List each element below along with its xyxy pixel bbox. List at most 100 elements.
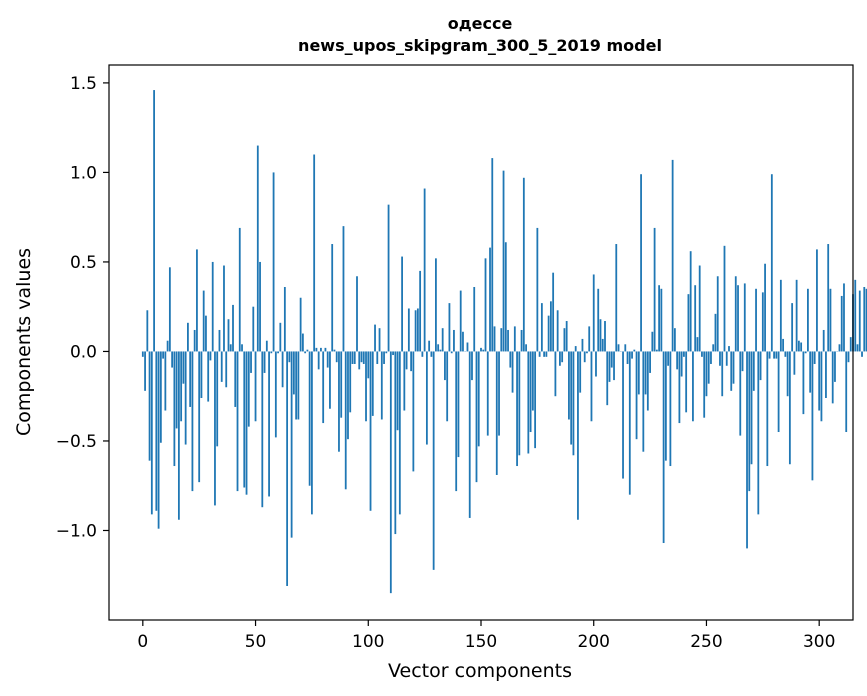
bar: [419, 270, 422, 352]
x-axis-ticks: 0 50 100 150 200 250 300: [137, 620, 835, 652]
bar: [525, 344, 527, 352]
bar: [608, 351, 611, 382]
bar: [277, 351, 279, 354]
bar: [425, 351, 428, 445]
bar: [865, 288, 867, 352]
y-tick-label: 0.5: [70, 253, 97, 273]
bar: [761, 292, 764, 352]
bar: [694, 285, 697, 352]
bar: [313, 154, 316, 352]
bar: [423, 188, 426, 352]
bar: [349, 351, 352, 413]
bar: [466, 342, 469, 352]
bar: [173, 351, 176, 467]
bar: [320, 347, 322, 352]
y-tick-label: −0.5: [56, 432, 97, 452]
bar: [683, 351, 685, 357]
bar: [529, 351, 532, 433]
bar: [498, 351, 500, 436]
bar: [428, 340, 431, 352]
bar: [547, 315, 550, 352]
bar: [238, 227, 241, 352]
bar: [329, 351, 331, 409]
bar: [223, 265, 225, 352]
bar: [177, 351, 180, 520]
bar: [369, 351, 372, 511]
bar: [622, 351, 624, 479]
bar: [633, 349, 636, 352]
bar: [527, 351, 530, 454]
bar: [261, 351, 264, 508]
bar: [480, 347, 482, 352]
bar: [599, 319, 602, 352]
bar: [322, 351, 325, 424]
bar: [741, 351, 744, 372]
bar: [471, 351, 473, 381]
bar: [202, 290, 205, 352]
bar: [351, 351, 354, 364]
bar: [297, 351, 300, 420]
bar: [475, 351, 478, 483]
bar: [606, 351, 609, 406]
bar: [818, 351, 821, 411]
bar: [613, 351, 615, 381]
bar: [331, 244, 334, 352]
bar: [728, 346, 730, 352]
bar: [556, 310, 559, 352]
bar: [797, 340, 800, 352]
bar: [421, 351, 424, 357]
bar: [324, 347, 327, 352]
bar: [549, 301, 552, 352]
bar: [306, 349, 309, 352]
bar: [281, 351, 284, 388]
bar: [168, 267, 171, 352]
y-tick-label: 1.5: [70, 74, 97, 94]
bar: [164, 351, 167, 411]
bar: [685, 351, 688, 413]
bar: [750, 351, 753, 465]
bar: [229, 344, 232, 352]
bar: [159, 351, 162, 443]
bar: [155, 351, 158, 511]
bar: [664, 351, 667, 461]
bar: [299, 297, 302, 352]
bar: [516, 351, 518, 467]
bar: [146, 310, 149, 352]
bar: [701, 351, 703, 357]
bar: [218, 329, 221, 352]
bar: [631, 351, 633, 359]
bar: [214, 351, 216, 506]
bar: [274, 351, 277, 438]
bar: [286, 351, 289, 586]
bar: [804, 351, 807, 354]
bar: [367, 351, 370, 379]
bar: [387, 204, 390, 352]
bar: [662, 351, 665, 544]
bar: [534, 351, 537, 449]
bar: [200, 351, 203, 398]
bar: [604, 321, 606, 352]
bar: [822, 329, 825, 352]
bar: [315, 347, 318, 352]
bar: [444, 351, 446, 381]
bar: [748, 351, 751, 492]
bar: [777, 351, 780, 433]
bar: [216, 351, 219, 447]
bar: [764, 263, 766, 352]
bar: [263, 351, 266, 373]
bar: [279, 322, 282, 352]
bar: [807, 288, 809, 352]
bar: [450, 351, 453, 354]
bar: [272, 172, 275, 352]
bar: [710, 351, 712, 364]
bar: [333, 349, 336, 352]
bar: [455, 351, 458, 492]
bar: [601, 338, 604, 352]
bar: [554, 351, 557, 397]
bar: [802, 351, 805, 415]
bar: [779, 279, 782, 352]
bar: [150, 351, 153, 515]
bar: [687, 294, 690, 352]
bar: [453, 329, 455, 352]
